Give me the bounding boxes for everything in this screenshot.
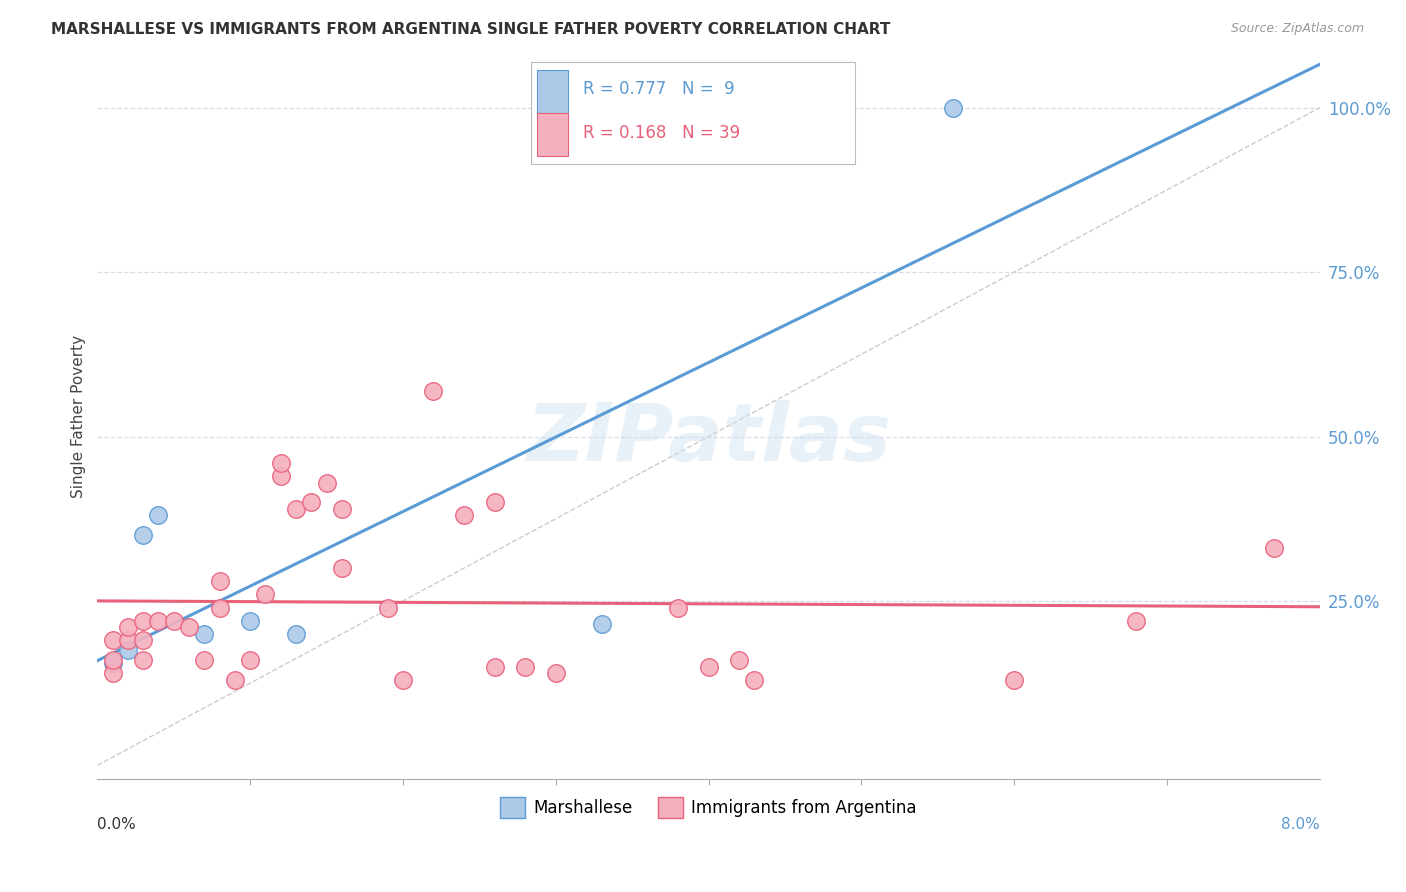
- Point: [1002, 673, 1025, 687]
- Point: [132, 528, 155, 542]
- Point: [591, 617, 613, 632]
- Point: [315, 475, 337, 490]
- Point: [148, 614, 170, 628]
- Point: [208, 574, 231, 589]
- Point: [299, 495, 322, 509]
- Point: [117, 643, 139, 657]
- Point: [208, 600, 231, 615]
- Point: [1263, 541, 1285, 556]
- Point: [1125, 614, 1147, 628]
- Point: [544, 666, 567, 681]
- Point: [942, 101, 965, 115]
- Bar: [537, 70, 568, 113]
- Point: [224, 673, 246, 687]
- Point: [101, 666, 124, 681]
- Point: [132, 614, 155, 628]
- Point: [392, 673, 415, 687]
- Text: Source: ZipAtlas.com: Source: ZipAtlas.com: [1230, 22, 1364, 36]
- Text: R = 0.168   N = 39: R = 0.168 N = 39: [582, 123, 740, 142]
- Point: [285, 502, 308, 516]
- Point: [101, 633, 124, 648]
- Point: [422, 384, 444, 398]
- Point: [330, 502, 353, 516]
- Point: [254, 587, 277, 601]
- Point: [193, 653, 215, 667]
- Point: [163, 614, 186, 628]
- Text: MARSHALLESE VS IMMIGRANTS FROM ARGENTINA SINGLE FATHER POVERTY CORRELATION CHART: MARSHALLESE VS IMMIGRANTS FROM ARGENTINA…: [51, 22, 890, 37]
- Point: [330, 561, 353, 575]
- Y-axis label: Single Father Poverty: Single Father Poverty: [72, 335, 86, 499]
- Point: [193, 627, 215, 641]
- Point: [377, 600, 399, 615]
- Point: [515, 659, 537, 673]
- Point: [697, 659, 720, 673]
- FancyBboxPatch shape: [531, 62, 855, 163]
- Text: R = 0.777   N =  9: R = 0.777 N = 9: [582, 80, 734, 98]
- Point: [728, 653, 751, 667]
- Point: [117, 633, 139, 648]
- Legend: Marshallese, Immigrants from Argentina: Marshallese, Immigrants from Argentina: [494, 791, 924, 824]
- Point: [148, 508, 170, 523]
- Point: [453, 508, 475, 523]
- Point: [744, 673, 766, 687]
- Point: [101, 653, 124, 667]
- Bar: [537, 113, 568, 156]
- Point: [117, 620, 139, 634]
- Point: [666, 600, 689, 615]
- Point: [270, 456, 292, 470]
- Text: ZIPatlas: ZIPatlas: [526, 400, 891, 477]
- Point: [239, 653, 262, 667]
- Point: [132, 633, 155, 648]
- Point: [101, 657, 124, 671]
- Point: [239, 614, 262, 628]
- Point: [177, 620, 200, 634]
- Text: 0.0%: 0.0%: [97, 817, 136, 832]
- Point: [484, 659, 506, 673]
- Point: [484, 495, 506, 509]
- Point: [270, 469, 292, 483]
- Point: [285, 627, 308, 641]
- Point: [132, 653, 155, 667]
- Text: 8.0%: 8.0%: [1281, 817, 1320, 832]
